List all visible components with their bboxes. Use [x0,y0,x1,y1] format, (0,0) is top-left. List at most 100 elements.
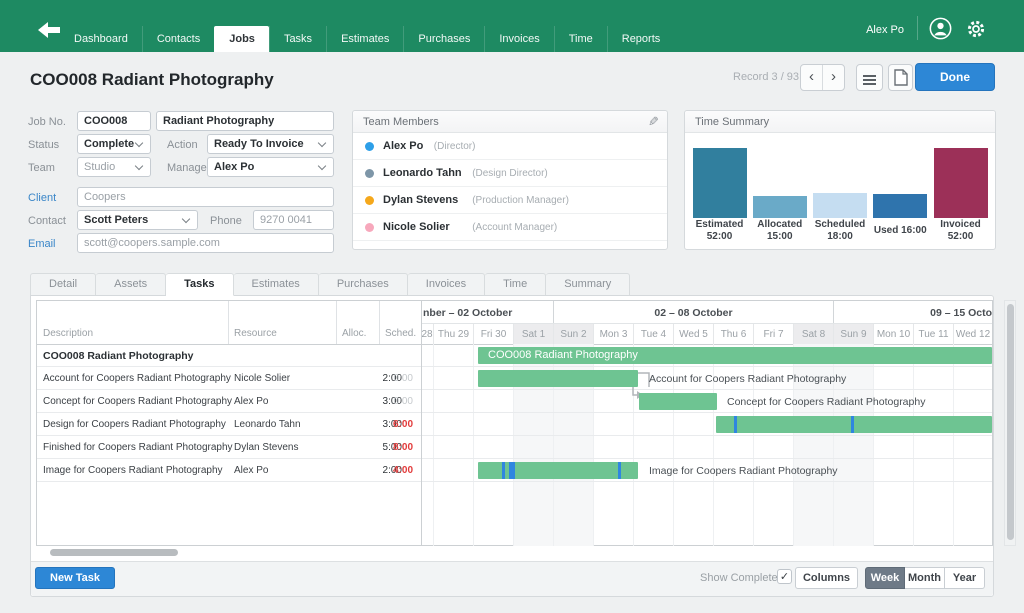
nav-tab-invoices[interactable]: Invoices [484,26,553,52]
team-member-row[interactable]: Leonardo Tahn (Design Director) [353,160,667,187]
gantt-group-bar[interactable]: COO008 Radiant Photography [478,347,992,364]
page-title: COO008 Radiant Photography [30,70,274,89]
prev-record-button[interactable]: ‹ [801,65,823,90]
member-color-dot [365,142,374,151]
chevron-down-icon [317,138,327,148]
gantt-task-bar[interactable] [478,462,638,479]
task-scheduled-hours: 6:00 [392,419,413,430]
nav-tab-purchases[interactable]: Purchases [403,26,484,52]
member-name: Dylan Stevens [383,194,459,206]
nav-tab-contacts[interactable]: Contacts [141,26,214,52]
columns-button[interactable]: Columns [795,567,858,589]
nav-tab-reports[interactable]: Reports [606,26,675,52]
time-summary-item: Invoiced 52:00 [932,139,989,247]
gantt-day-mon-10: Mon 10 [873,324,913,345]
column-header-description: Description [43,328,94,339]
team-select[interactable]: Studio [77,157,151,177]
gantt-week-headers: nber – 02 October 02 – 08 October 09 – 15 … [421,301,992,323]
nav-tab-time[interactable]: Time [553,26,607,52]
task-allocated-hours: 2:00 [382,465,402,476]
chevron-down-icon [134,161,144,171]
job-tab-detail[interactable]: Detail [30,273,97,296]
nav-tab-dashboard[interactable]: Dashboard [74,33,128,45]
task-scheduled-hours: 4:00 [392,465,413,476]
time-entry-tick [618,462,621,479]
time-summary-chart: Estimated 52:00 Allocated 15:00 Scheduled … [691,139,989,247]
contact-select[interactable]: Scott Peters [77,210,198,230]
gantt-day-sun-9: Sun 9 [833,324,873,345]
email-link[interactable]: Email [28,238,56,250]
horizontal-scrollbar-thumb[interactable] [50,549,178,556]
list-view-button[interactable] [856,64,883,91]
document-button[interactable] [888,64,913,91]
task-allocated-hours: 5:00 [382,442,402,453]
view-year-button[interactable]: Year [945,567,985,589]
timescale-segmented-control: Week Month Year [865,567,985,589]
manager-select[interactable]: Alex Po [207,157,334,177]
job-tab-time[interactable]: Time [485,273,547,296]
task-row[interactable]: Finished for Coopers Radiant Photography… [37,436,992,459]
column-header-resource: Resource [234,328,277,339]
client-input[interactable] [77,187,334,207]
bar-wrap [752,139,807,218]
day-gridline [473,344,474,546]
team-member-row[interactable]: Nicole Solier (Account Manager) [353,214,667,241]
task-row[interactable]: Design for Coopers Radiant Photography Le… [37,413,992,436]
time-summary-item: Scheduled 18:00 [812,139,869,247]
job-tab-estimates[interactable]: Estimates [233,273,319,296]
user-avatar-icon[interactable] [929,17,952,40]
contact-label: Contact [28,215,66,227]
edit-pencil-icon[interactable]: ✎ [648,114,659,129]
nav-tab-jobs[interactable]: Jobs [214,26,269,52]
new-task-button[interactable]: New Task [35,567,115,589]
time-summary-header: Time Summary [685,111,995,133]
time-bar-invoiced [933,148,988,218]
task-resource: Alex Po [234,396,269,407]
job-no-input[interactable] [77,111,151,131]
current-user-name[interactable]: Alex Po [866,24,904,36]
job-tab-assets[interactable]: Assets [96,273,167,296]
group-row[interactable]: COO008 Radiant Photography [37,344,992,367]
day-gridline [913,344,914,546]
status-select[interactable]: Complete [77,134,151,154]
task-allocated-hours: 3:00 [382,396,402,407]
gantt-task-bar[interactable] [478,370,638,387]
job-tab-invoices[interactable]: Invoices [407,273,486,296]
phone-input[interactable] [253,210,334,230]
job-tab-summary[interactable]: Summary [546,273,631,296]
settings-gear-icon[interactable] [966,19,986,39]
top-nav-tabs: Dashboard Contacts Jobs Tasks Estimates Purch… [60,26,674,52]
manager-label: Manager [167,162,211,174]
task-row[interactable]: Image for Coopers Radiant Photography Ale… [37,459,992,482]
team-member-row[interactable]: Alex Po (Director) [353,133,667,160]
job-name-input[interactable] [156,111,334,131]
nav-tab-tasks[interactable]: Tasks [268,26,326,52]
team-member-row[interactable]: Dylan Stevens (Production Manager) [353,187,667,214]
view-week-button[interactable]: Week [865,567,905,589]
day-gridline [953,344,954,546]
client-link[interactable]: Client [28,192,57,204]
view-month-button[interactable]: Month [905,567,945,589]
vertical-scrollbar-thumb[interactable] [1007,304,1014,540]
nav-tab-estimates[interactable]: Estimates [326,26,403,52]
task-scheduled-hours: 8:00 [392,442,413,453]
task-row[interactable]: Account for Coopers Radiant Photography N… [37,367,992,390]
task-resource: Dylan Stevens [234,442,299,453]
gantt-task-bar[interactable] [639,393,717,410]
bar-trailing-label: Image for Coopers Radiant Photography [649,465,838,477]
bar-wrap [873,139,928,218]
next-record-button[interactable]: › [831,68,836,85]
email-input[interactable] [77,233,334,253]
time-summary-item: Estimated 52:00 [691,139,748,247]
job-tab-purchases[interactable]: Purchases [318,273,408,296]
weekend-stripe [793,344,833,546]
done-button[interactable]: Done [915,63,995,91]
show-completed-checkbox[interactable]: ✓ [777,569,792,584]
gantt-bars-layer: COO008 Radiant Photography Account for Co… [421,344,992,546]
gantt-task-bar[interactable] [716,416,992,433]
back-arrow-icon[interactable] [38,22,60,38]
action-select[interactable]: Ready To Invoice [207,134,334,154]
job-tab-tasks[interactable]: Tasks [166,273,234,296]
task-row[interactable]: Concept for Coopers Radiant Photography A… [37,390,992,413]
team-members-header: Team Members ✎ [353,111,667,133]
